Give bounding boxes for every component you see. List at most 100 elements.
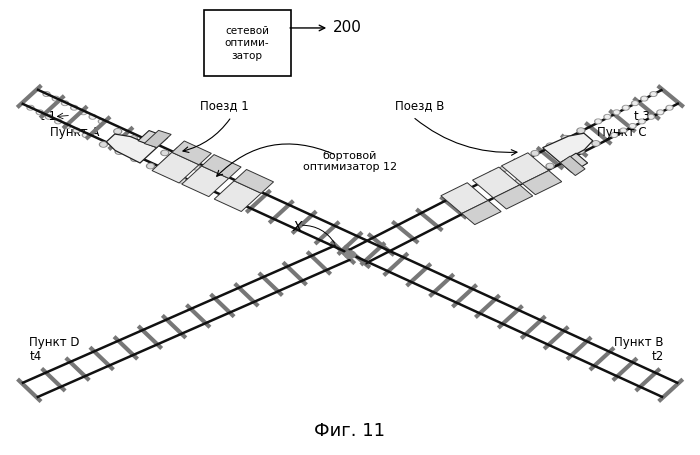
Text: Поезд B: Поезд B: [395, 99, 444, 112]
Circle shape: [595, 119, 601, 124]
Circle shape: [193, 166, 199, 169]
Circle shape: [146, 163, 155, 169]
Circle shape: [604, 115, 611, 119]
Circle shape: [561, 136, 570, 141]
Circle shape: [178, 158, 183, 162]
Text: Пункт С: Пункт С: [596, 126, 646, 139]
Text: бортовой
оптимизатор 12: бортовой оптимизатор 12: [303, 151, 397, 172]
Text: Пункт В: Пункт В: [615, 336, 664, 349]
Circle shape: [577, 128, 585, 133]
Circle shape: [633, 102, 637, 105]
Circle shape: [89, 115, 96, 119]
Polygon shape: [560, 153, 588, 172]
Polygon shape: [494, 185, 533, 209]
Circle shape: [64, 124, 71, 128]
Circle shape: [56, 120, 60, 123]
Text: t4: t4: [29, 350, 41, 363]
Circle shape: [517, 179, 522, 183]
Polygon shape: [106, 134, 157, 163]
Circle shape: [593, 142, 598, 145]
Circle shape: [547, 164, 553, 168]
Circle shape: [631, 125, 635, 127]
Circle shape: [622, 129, 626, 132]
Circle shape: [145, 143, 153, 148]
Circle shape: [500, 166, 508, 171]
Text: Пункт А: Пункт А: [50, 126, 99, 139]
Circle shape: [29, 106, 33, 109]
Polygon shape: [182, 166, 229, 197]
Circle shape: [100, 120, 104, 123]
Circle shape: [638, 119, 645, 124]
Circle shape: [179, 179, 185, 182]
Circle shape: [131, 156, 139, 162]
Circle shape: [612, 134, 616, 136]
Circle shape: [52, 96, 60, 101]
Circle shape: [563, 136, 568, 140]
Circle shape: [344, 251, 356, 258]
Text: Поезд 1: Поезд 1: [200, 99, 249, 112]
Polygon shape: [214, 181, 261, 212]
Circle shape: [648, 115, 654, 119]
Circle shape: [624, 106, 628, 109]
Circle shape: [62, 101, 69, 106]
Circle shape: [546, 143, 554, 148]
Circle shape: [115, 130, 120, 133]
Circle shape: [577, 148, 584, 153]
Circle shape: [531, 171, 539, 176]
Circle shape: [613, 110, 620, 115]
Circle shape: [80, 110, 87, 115]
Circle shape: [162, 171, 170, 176]
Polygon shape: [501, 153, 549, 184]
Circle shape: [650, 92, 657, 96]
Polygon shape: [152, 152, 199, 183]
Circle shape: [63, 102, 67, 105]
Circle shape: [502, 167, 507, 170]
Circle shape: [531, 151, 539, 156]
Circle shape: [667, 106, 671, 109]
Circle shape: [578, 129, 584, 132]
Text: t 3: t 3: [634, 110, 650, 123]
Text: 200: 200: [332, 20, 361, 35]
Circle shape: [90, 116, 94, 118]
Circle shape: [161, 150, 169, 156]
Circle shape: [132, 157, 137, 161]
Polygon shape: [234, 169, 274, 193]
Polygon shape: [462, 201, 501, 225]
Circle shape: [631, 101, 638, 106]
Circle shape: [620, 128, 627, 133]
Polygon shape: [522, 171, 561, 195]
Circle shape: [649, 116, 653, 118]
Circle shape: [615, 111, 619, 114]
Circle shape: [74, 129, 78, 132]
Circle shape: [640, 96, 648, 101]
Polygon shape: [138, 131, 168, 147]
Polygon shape: [441, 183, 488, 213]
Text: Фиг. 11: Фиг. 11: [314, 422, 386, 440]
Circle shape: [596, 120, 600, 123]
Circle shape: [629, 124, 636, 128]
Circle shape: [116, 150, 122, 153]
Circle shape: [83, 133, 90, 137]
Polygon shape: [542, 133, 593, 163]
Circle shape: [515, 178, 524, 184]
Circle shape: [546, 163, 554, 169]
Circle shape: [54, 97, 58, 100]
Circle shape: [47, 116, 51, 118]
Polygon shape: [473, 167, 519, 198]
Circle shape: [178, 178, 186, 183]
Circle shape: [55, 119, 62, 124]
Circle shape: [640, 120, 644, 123]
Polygon shape: [172, 141, 211, 165]
Circle shape: [36, 110, 43, 115]
Text: сетевой
оптими-
затор: сетевой оптими- затор: [225, 26, 270, 61]
Circle shape: [563, 157, 568, 160]
Circle shape: [176, 157, 185, 163]
Circle shape: [99, 142, 107, 147]
Circle shape: [43, 92, 50, 96]
Circle shape: [642, 97, 646, 100]
Circle shape: [592, 141, 600, 146]
Circle shape: [561, 156, 569, 161]
Circle shape: [666, 106, 673, 110]
Circle shape: [114, 129, 122, 134]
Circle shape: [84, 134, 88, 136]
